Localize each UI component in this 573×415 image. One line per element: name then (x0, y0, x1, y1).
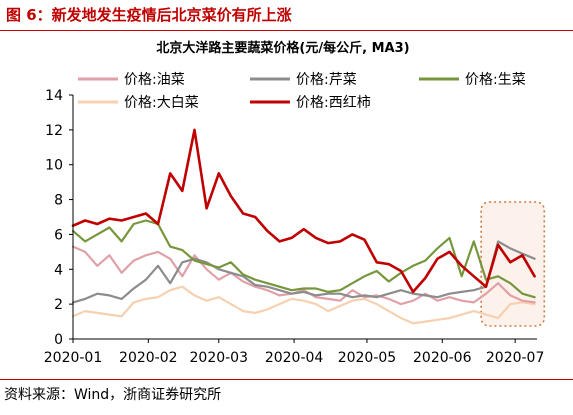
y-tick-label: 0 (54, 332, 63, 348)
legend-label-1: 价格:油菜 (124, 72, 185, 88)
x-tick-label: 2020-07 (486, 350, 545, 366)
series-line-2 (71, 240, 536, 304)
x-tick-label: 2020-03 (190, 350, 249, 366)
x-tick-label: 2020-02 (119, 350, 178, 366)
series-layer (71, 128, 536, 325)
price-line-chart: 北京大洋路主要蔬菜价格(元/每公斤, MA3) 价格:油菜 价格:芹菜 价格:生菜价… (44, 40, 546, 366)
highlight-box (480, 201, 546, 327)
y-tick-label: 10 (45, 158, 63, 174)
series-line-4 (71, 285, 536, 325)
source-rule (0, 379, 573, 380)
y-tick-label: 8 (54, 193, 63, 209)
x-tick-label: 2020-05 (338, 350, 397, 366)
y-tick-label: 6 (54, 227, 63, 243)
x-tick-label: 2020-06 (413, 350, 472, 366)
chart-title: 北京大洋路主要蔬菜价格(元/每公斤, MA3) (156, 40, 409, 56)
legend-label-2: 价格:芹菜 (296, 72, 357, 88)
y-tick-label: 12 (45, 123, 63, 139)
figure-title: 图 6：新发地发生疫情后北京菜价有所上涨 (6, 6, 292, 24)
y-tick-label: 2 (54, 297, 63, 313)
legend-label-4: 价格:大白菜 (124, 95, 199, 111)
source-note: 资料来源：Wind，浙商证券研究所 (4, 387, 222, 403)
series-line-1 (71, 245, 536, 306)
x-tick-label: 2020-01 (44, 350, 103, 366)
series-line-5 (71, 128, 536, 294)
x-tick-label: 2020-04 (265, 350, 324, 366)
y-tick-label: 14 (45, 88, 63, 104)
legend-label-3: 价格:生菜 (465, 72, 526, 88)
axes-layer: 0 2 4 6 8 10 12 14 2020-01 2020-02 2020-03 2020-04 2… (44, 88, 545, 366)
title-rule (0, 30, 573, 31)
series-line-3 (71, 219, 536, 299)
legend-label-5: 价格:西红柿 (296, 94, 371, 111)
y-tick-label: 4 (54, 262, 63, 278)
annotation-layer (480, 201, 546, 327)
